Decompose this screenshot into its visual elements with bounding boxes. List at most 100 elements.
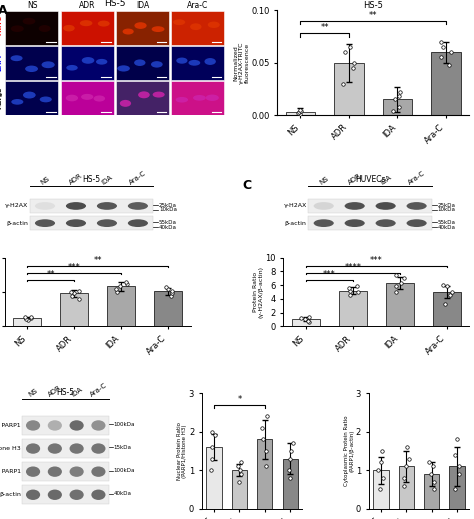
Text: 100kDa: 100kDa — [113, 468, 135, 473]
Ellipse shape — [66, 202, 86, 210]
Bar — [206, 447, 222, 509]
Ellipse shape — [91, 489, 106, 500]
Text: 55kDa: 55kDa — [438, 220, 456, 225]
Text: *: * — [237, 394, 242, 403]
Text: IDA: IDA — [70, 387, 83, 398]
Text: HS-5: HS-5 — [104, 0, 126, 8]
Ellipse shape — [23, 18, 36, 24]
Text: IDA: IDA — [136, 2, 149, 10]
FancyBboxPatch shape — [22, 416, 109, 435]
Ellipse shape — [48, 489, 62, 500]
Bar — [386, 283, 414, 326]
Bar — [154, 291, 182, 326]
Y-axis label: Protein Ratio
(γ-H2AX/β-actin): Protein Ratio (γ-H2AX/β-actin) — [253, 266, 264, 318]
Ellipse shape — [98, 21, 109, 26]
Ellipse shape — [26, 467, 40, 477]
Ellipse shape — [189, 60, 200, 66]
Text: 15kDa: 15kDa — [113, 445, 131, 450]
Y-axis label: Cytoplasmic Protein Ratio
(PARP1/β-actin): Cytoplasmic Protein Ratio (PARP1/β-actin… — [344, 416, 354, 486]
Text: C: C — [243, 180, 252, 193]
Bar — [449, 466, 465, 509]
Ellipse shape — [35, 220, 55, 227]
Ellipse shape — [345, 202, 365, 210]
Text: NS: NS — [318, 175, 329, 186]
Text: ADR: ADR — [79, 2, 96, 10]
Ellipse shape — [375, 220, 396, 227]
Ellipse shape — [117, 65, 130, 72]
Text: Histone H3: Histone H3 — [0, 446, 21, 451]
Ellipse shape — [153, 91, 164, 98]
FancyBboxPatch shape — [61, 81, 113, 115]
Ellipse shape — [11, 25, 24, 32]
Ellipse shape — [206, 94, 219, 101]
Bar — [335, 63, 364, 115]
Text: HS-5: HS-5 — [82, 175, 100, 184]
Text: 40kDa: 40kDa — [438, 225, 456, 229]
FancyBboxPatch shape — [22, 462, 109, 481]
Y-axis label: Normalized
γ-H2AX-TRITC
fluorescence: Normalized γ-H2AX-TRITC fluorescence — [233, 42, 250, 84]
Ellipse shape — [152, 26, 164, 32]
Ellipse shape — [138, 91, 150, 98]
Text: ***: *** — [370, 256, 383, 265]
Ellipse shape — [10, 55, 23, 61]
Bar — [60, 293, 88, 326]
Ellipse shape — [70, 489, 84, 500]
Ellipse shape — [96, 59, 108, 65]
Text: DAPI: DAPI — [0, 54, 2, 71]
Text: 25kDa: 25kDa — [159, 202, 177, 208]
Ellipse shape — [11, 99, 23, 105]
Text: Merge: Merge — [0, 87, 2, 109]
Bar — [431, 52, 461, 115]
Ellipse shape — [123, 29, 134, 35]
FancyBboxPatch shape — [22, 485, 109, 504]
Bar — [232, 470, 247, 509]
Text: NS: NS — [39, 175, 51, 186]
Text: Cytoplasmic PARP1: Cytoplasmic PARP1 — [0, 469, 21, 474]
Text: γ-H2AX: γ-H2AX — [283, 203, 307, 209]
Ellipse shape — [48, 443, 62, 454]
Ellipse shape — [407, 220, 427, 227]
Ellipse shape — [63, 25, 75, 32]
FancyBboxPatch shape — [171, 81, 224, 115]
Text: Ara-C: Ara-C — [187, 2, 209, 10]
Text: IDA: IDA — [100, 174, 113, 186]
Text: **: ** — [369, 11, 377, 20]
Ellipse shape — [120, 100, 131, 107]
Ellipse shape — [48, 467, 62, 477]
Text: Ara-C: Ara-C — [89, 383, 108, 398]
Text: 40kDa: 40kDa — [113, 491, 131, 496]
FancyBboxPatch shape — [5, 11, 58, 45]
Y-axis label: Nuclear Protein Ratio
(PARP1/Histone H3): Nuclear Protein Ratio (PARP1/Histone H3) — [177, 422, 187, 480]
Bar — [424, 474, 439, 509]
Ellipse shape — [26, 443, 40, 454]
Ellipse shape — [39, 25, 51, 32]
FancyBboxPatch shape — [116, 46, 169, 80]
FancyBboxPatch shape — [29, 216, 154, 230]
Text: IDA: IDA — [379, 174, 392, 186]
Bar — [399, 466, 414, 509]
Bar — [383, 99, 412, 115]
Ellipse shape — [176, 97, 188, 103]
Ellipse shape — [23, 91, 36, 99]
Ellipse shape — [91, 420, 106, 431]
Text: 10kDa: 10kDa — [159, 208, 177, 212]
FancyBboxPatch shape — [29, 199, 154, 213]
FancyBboxPatch shape — [171, 46, 224, 80]
FancyBboxPatch shape — [61, 11, 113, 45]
Ellipse shape — [151, 61, 163, 67]
FancyBboxPatch shape — [5, 81, 58, 115]
Ellipse shape — [70, 443, 84, 454]
Ellipse shape — [176, 58, 188, 64]
Text: ***: *** — [323, 270, 336, 279]
Ellipse shape — [70, 467, 84, 477]
Ellipse shape — [128, 202, 148, 210]
Text: ***: *** — [68, 263, 81, 272]
FancyBboxPatch shape — [116, 81, 169, 115]
FancyBboxPatch shape — [308, 216, 432, 230]
Text: 55kDa: 55kDa — [159, 220, 177, 225]
Bar — [339, 291, 367, 326]
Ellipse shape — [66, 65, 78, 71]
Text: HS-5: HS-5 — [57, 388, 75, 397]
Bar — [283, 459, 298, 509]
Ellipse shape — [82, 57, 94, 64]
